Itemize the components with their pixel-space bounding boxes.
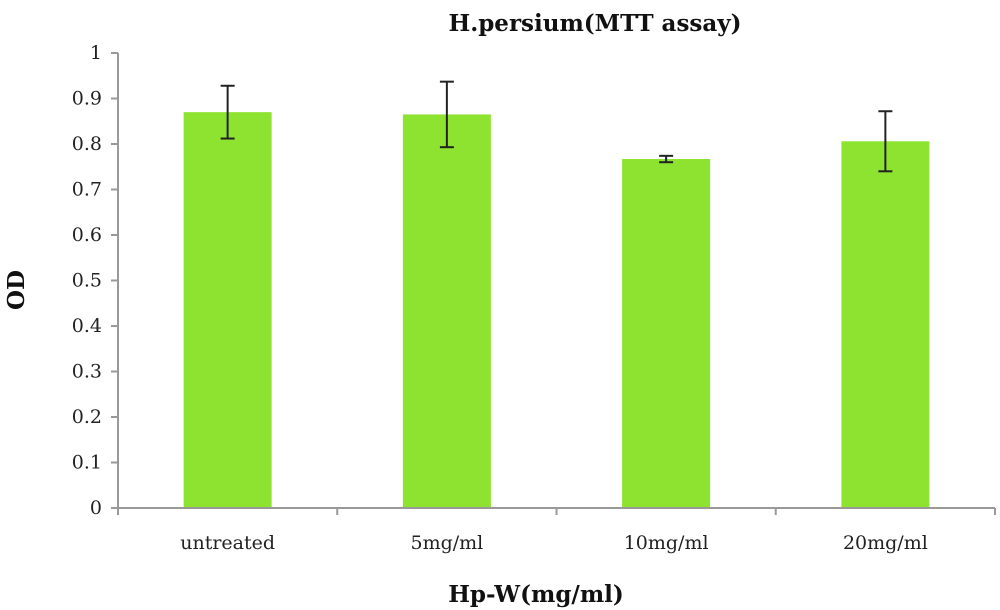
chart-title: H.persium(MTT assay) <box>448 10 741 37</box>
y-tick-label: 0.4 <box>72 315 102 337</box>
error-bar <box>439 80 454 149</box>
bar-untreated <box>183 112 272 509</box>
x-category-label: 10mg/ml <box>624 532 709 554</box>
y-tick-label: 0.5 <box>72 270 102 292</box>
y-tick-label: 0.1 <box>72 452 102 474</box>
bar-5mg-ml <box>402 114 491 509</box>
bar-20mg-ml <box>841 141 930 508</box>
y-tick-label: 0 <box>90 497 102 519</box>
bars-group <box>183 112 930 509</box>
error-bar <box>659 154 674 164</box>
x-category-label: 20mg/ml <box>843 532 928 554</box>
y-tick-label: 0.7 <box>72 179 102 201</box>
y-tick-label: 0.3 <box>72 361 102 383</box>
x-category-label: untreated <box>180 532 275 554</box>
x-category-label: 5mg/ml <box>410 532 483 554</box>
bar-10mg-ml <box>622 159 711 508</box>
y-axis-ticks: 0 0.1 0.2 0.3 0.4 0.5 0.6 0.7 0.8 0.9 1 <box>72 42 118 519</box>
error-bars-group <box>220 80 893 173</box>
y-tick-label: 0.9 <box>72 88 102 110</box>
y-tick-label: 0.2 <box>72 406 102 428</box>
error-bar <box>878 110 893 173</box>
y-tick-label: 0.6 <box>72 224 102 246</box>
y-tick-label: 1 <box>90 42 102 64</box>
y-axis-title: OD <box>3 270 30 310</box>
plot-area: 0 0.1 0.2 0.3 0.4 0.5 0.6 0.7 0.8 0.9 1 untreated 5… <box>72 42 996 554</box>
y-tick-label: 0.8 <box>72 133 102 155</box>
x-axis-title: Hp-W(mg/ml) <box>448 581 624 608</box>
error-bar <box>220 84 235 140</box>
x-axis-ticks: untreated 5mg/ml 10mg/ml 20mg/ml <box>117 508 996 554</box>
